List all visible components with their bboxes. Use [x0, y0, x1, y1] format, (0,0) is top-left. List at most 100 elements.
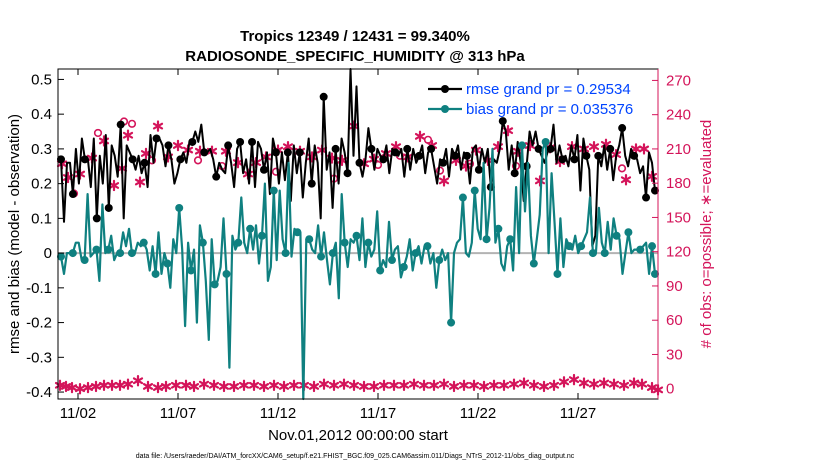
obs-evaluated-marker — [578, 377, 590, 389]
obs-evaluated-marker-stroke — [628, 379, 640, 387]
obs-evaluated-marker — [74, 383, 86, 395]
bias-point — [447, 318, 456, 327]
rmse-point — [116, 120, 125, 129]
y-left-axis-ticks: -0.4 -0.3 -0.2 -0.1 0 0.1 0.2 0.3 0.4 0.5 — [26, 71, 64, 401]
obs-evaluated-marker — [198, 378, 210, 390]
x-tick-label: 11/07 — [160, 405, 196, 422]
obs-evaluated-marker-stroke — [646, 172, 658, 180]
obs-evaluated-marker-stroke — [478, 383, 490, 390]
bias-point — [435, 256, 444, 265]
bias-point — [636, 245, 645, 254]
bias-point — [175, 203, 184, 212]
obs-evaluated-marker-stroke — [398, 381, 410, 389]
rmse-point — [212, 172, 221, 181]
obs-evaluated-marker-stroke — [578, 379, 590, 387]
obs-evaluated-marker-stroke — [66, 384, 78, 391]
y-right-tick-label: 0 — [666, 381, 674, 398]
obs-evaluated-marker-stroke — [418, 381, 430, 389]
obs-evaluated-marker-stroke — [152, 384, 164, 391]
obs-evaluated-marker — [518, 377, 530, 389]
bias-line — [59, 140, 657, 401]
series-group — [57, 68, 659, 401]
obs-evaluated-marker — [170, 379, 182, 391]
obs-evaluated-marker-stroke — [438, 380, 450, 388]
y-right-tick-label: 240 — [666, 107, 691, 124]
obs-evaluated-marker-stroke — [534, 177, 546, 185]
obs-evaluated-marker-stroke — [638, 145, 650, 153]
y-left-tick-label: 0.5 — [31, 71, 52, 88]
bias-point — [352, 231, 361, 240]
obs-possible-marker — [93, 128, 103, 138]
obs-evaluated-marker — [608, 378, 620, 390]
bias-point — [612, 231, 621, 240]
obs-evaluated-marker-stroke — [278, 383, 290, 390]
bias-point — [470, 186, 479, 195]
rmse-point — [498, 117, 507, 126]
bias-point — [494, 224, 503, 233]
rmse-point — [534, 144, 543, 153]
x-tick-label: 11/17 — [360, 405, 396, 422]
rmse-point — [367, 144, 376, 153]
obs-evaluated-marker-stroke — [122, 131, 134, 139]
obs-evaluated-marker — [458, 379, 470, 391]
obs-evaluated-marker — [358, 380, 370, 393]
obs-evaluated-marker — [638, 143, 650, 155]
rmse-point — [343, 169, 352, 178]
y-left-tick-label: -0.1 — [26, 280, 52, 297]
x-tick-label: 11/02 — [60, 405, 96, 422]
obs-evaluated-marker — [208, 379, 220, 391]
bias-point — [506, 235, 515, 244]
obs-evaluated-marker — [588, 140, 600, 153]
rmse-point — [164, 141, 173, 150]
obs-evaluated-marker — [188, 380, 200, 393]
obs-evaluated-marker — [438, 175, 450, 187]
obs-evaluated-marker-stroke — [458, 381, 470, 389]
obs-evaluated-marker-stroke — [106, 381, 118, 389]
obs-evaluated-marker-stroke — [512, 147, 524, 155]
obs-evaluated-marker — [408, 378, 420, 390]
obs-evaluated-marker — [488, 379, 500, 391]
obs-evaluated-marker-stroke — [288, 381, 300, 389]
bias-point — [565, 242, 574, 251]
obs-evaluated-marker — [478, 380, 490, 393]
obs-evaluated-marker-stroke — [328, 381, 340, 389]
legend-bias-marker — [441, 105, 449, 113]
obs-evaluated-marker-stroke — [468, 381, 480, 389]
obs-evaluated-marker — [508, 378, 520, 390]
obs-evaluated-marker-stroke — [538, 383, 550, 390]
obs-evaluated-marker-stroke — [134, 178, 146, 186]
obs-evaluated-marker-stroke — [188, 383, 200, 390]
obs-evaluated-marker-stroke — [636, 380, 648, 388]
y-left-tick-label: -0.4 — [26, 384, 52, 401]
obs-evaluated-marker — [152, 381, 164, 394]
y-right-tick-label: 180 — [666, 175, 691, 192]
obs-evaluated-marker — [498, 379, 510, 391]
obs-evaluated-marker-stroke — [238, 381, 250, 389]
y-left-tick-label: -0.3 — [26, 349, 52, 366]
obs-evaluated-marker-stroke — [122, 380, 134, 388]
bias-point — [482, 235, 491, 244]
obs-evaluated-marker-stroke — [180, 381, 192, 389]
y-right-tick-label: 60 — [666, 312, 683, 329]
rmse-point — [92, 214, 101, 223]
obs-evaluated-marker-stroke — [308, 383, 320, 390]
y-left-tick-label: 0.3 — [31, 141, 52, 158]
obs-evaluated-marker-stroke — [508, 380, 520, 388]
legend: rmse grand pr = 0.29534 bias grand pr = 0… — [428, 81, 633, 118]
bias-point — [600, 249, 609, 258]
obs-evaluated-marker-stroke — [54, 381, 66, 389]
obs-evaluated-marker — [132, 375, 144, 387]
obs-evaluated-marker — [288, 379, 300, 391]
obs-evaluated-marker — [418, 379, 430, 391]
obs-evaluated-marker-stroke — [388, 381, 400, 389]
bias-point — [553, 269, 562, 278]
bias-point — [293, 228, 302, 237]
obs-evaluated-marker-stroke — [588, 380, 600, 388]
obs-evaluated-marker — [468, 379, 480, 391]
bias-point — [163, 259, 172, 268]
obs-evaluated-marker-stroke — [338, 380, 350, 388]
footer-data-file: data file: /Users/raeder/DAI/ATM_forcXX/… — [136, 453, 575, 460]
obs-evaluated-marker — [318, 378, 330, 390]
obs-evaluated-marker-stroke — [558, 378, 570, 386]
rmse-point — [570, 155, 579, 164]
